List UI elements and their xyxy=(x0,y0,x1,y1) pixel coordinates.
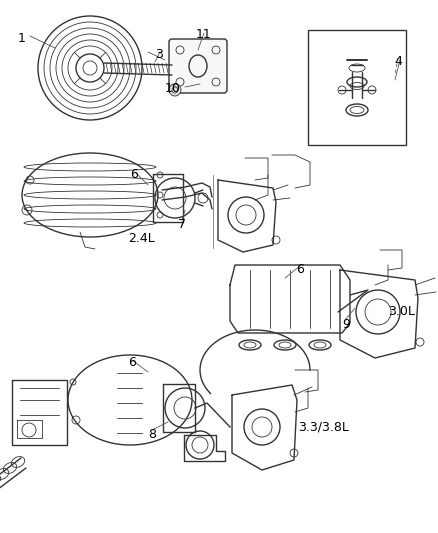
Text: 6: 6 xyxy=(296,263,304,276)
Text: 1: 1 xyxy=(18,32,26,45)
Text: 7: 7 xyxy=(178,218,186,231)
Text: 11: 11 xyxy=(196,28,212,41)
Text: 9: 9 xyxy=(342,318,350,331)
Text: 4: 4 xyxy=(394,55,402,68)
Text: 6: 6 xyxy=(130,168,138,181)
Text: 3: 3 xyxy=(155,48,163,61)
Circle shape xyxy=(169,84,181,96)
Text: 2.4L: 2.4L xyxy=(128,232,155,245)
Text: 6: 6 xyxy=(128,356,136,369)
FancyBboxPatch shape xyxy=(169,39,227,93)
Text: 3.0L: 3.0L xyxy=(388,305,415,318)
Text: 8: 8 xyxy=(148,428,156,441)
Bar xyxy=(308,30,406,145)
Text: 10: 10 xyxy=(165,82,181,95)
Text: 3.3/3.8L: 3.3/3.8L xyxy=(298,420,349,433)
